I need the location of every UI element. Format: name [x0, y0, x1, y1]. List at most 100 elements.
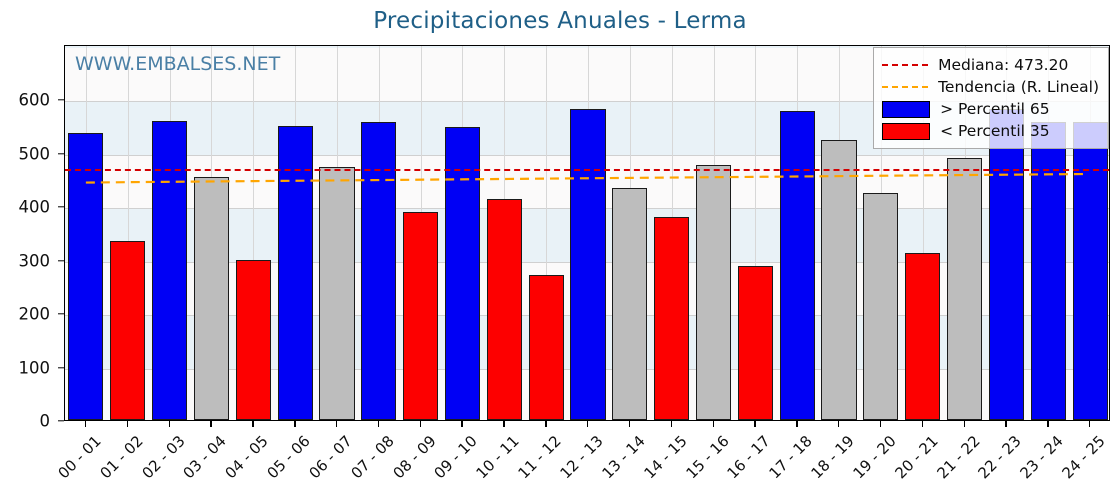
bar[interactable]	[654, 217, 689, 420]
bar[interactable]	[487, 199, 522, 420]
y-tick-label: 0	[40, 412, 51, 431]
x-tick-label: 01 - 02	[96, 432, 146, 482]
legend-item-label: Tendencia (R. Lineal)	[938, 78, 1099, 96]
x-tick-mark	[964, 421, 965, 427]
x-tick-mark	[545, 421, 546, 427]
y-tick-label: 400	[19, 198, 51, 217]
x-axis: 00 - 0101 - 0202 - 0303 - 0404 - 0505 - …	[64, 421, 1110, 500]
x-tick-mark	[420, 421, 421, 427]
x-tick-label: 22 - 23	[975, 432, 1025, 482]
percentil-high-swatch-icon	[882, 101, 930, 118]
y-tick-label: 600	[19, 91, 51, 110]
median-reference-line	[65, 169, 1109, 171]
x-tick-mark	[252, 421, 253, 427]
bar[interactable]	[821, 140, 856, 420]
x-tick-label: 05 - 06	[264, 432, 314, 482]
x-tick-mark	[378, 421, 379, 427]
plot-area: WWW.EMBALSES.NET Mediana: 473.20Tendenci…	[64, 45, 1110, 421]
x-tick-label: 19 - 20	[849, 432, 899, 482]
bar[interactable]	[905, 253, 940, 420]
y-axis: 0100200300400500600	[0, 45, 64, 421]
bar[interactable]	[863, 193, 898, 420]
x-tick-label: 04 - 05	[222, 432, 272, 482]
x-tick-mark	[503, 421, 504, 427]
bar[interactable]	[696, 165, 731, 420]
x-tick-label: 16 - 17	[724, 432, 774, 482]
x-tick-mark	[629, 421, 630, 427]
bar[interactable]	[738, 266, 773, 420]
bar[interactable]	[947, 158, 982, 420]
bar[interactable]	[612, 188, 647, 420]
x-tick-mark	[210, 421, 211, 427]
x-tick-label: 06 - 07	[305, 432, 355, 482]
x-tick-mark	[838, 421, 839, 427]
x-tick-mark	[922, 421, 923, 427]
bar[interactable]	[1073, 122, 1108, 420]
chart-legend[interactable]: Mediana: 473.20 Tendencia (R. Lineal) > Pe…	[873, 47, 1109, 149]
x-tick-mark	[336, 421, 337, 427]
x-tick-label: 12 - 13	[556, 432, 606, 482]
x-tick-label: 23 - 24	[1017, 432, 1067, 482]
x-tick-mark	[169, 421, 170, 427]
legend-item-label: < Percentil 35	[940, 122, 1050, 140]
legend-item[interactable]: Mediana: 473.20	[882, 54, 1099, 76]
bar[interactable]	[529, 275, 564, 420]
trend-dash-icon	[882, 80, 928, 94]
x-tick-label: 03 - 04	[180, 432, 230, 482]
x-tick-label: 20 - 21	[891, 432, 941, 482]
bar[interactable]	[570, 109, 605, 420]
bar[interactable]	[361, 122, 396, 420]
x-tick-mark	[1005, 421, 1006, 427]
bar[interactable]	[68, 133, 103, 420]
x-tick-label: 08 - 09	[389, 432, 439, 482]
x-tick-mark	[294, 421, 295, 427]
bar[interactable]	[319, 167, 354, 420]
bar[interactable]	[110, 241, 145, 420]
bar[interactable]	[780, 111, 815, 420]
median-dash-icon	[882, 58, 928, 72]
x-tick-mark	[754, 421, 755, 427]
y-tick-label: 300	[19, 251, 51, 270]
legend-item-label: > Percentil 65	[940, 100, 1050, 118]
bar[interactable]	[1031, 122, 1066, 420]
legend-item[interactable]: > Percentil 65	[882, 98, 1099, 120]
legend-item[interactable]: Tendencia (R. Lineal)	[882, 76, 1099, 98]
x-tick-mark	[1089, 421, 1090, 427]
bar[interactable]	[989, 109, 1024, 420]
bar[interactable]	[194, 177, 229, 420]
x-tick-mark	[85, 421, 86, 427]
x-tick-label: 24 - 25	[1059, 432, 1109, 482]
x-tick-label: 07 - 08	[347, 432, 397, 482]
x-tick-label: 15 - 16	[682, 432, 732, 482]
bar[interactable]	[403, 212, 438, 420]
x-tick-mark	[671, 421, 672, 427]
legend-item-label: Mediana: 473.20	[938, 56, 1068, 74]
x-tick-mark	[587, 421, 588, 427]
page-title: Precipitaciones Anuales - Lerma	[0, 8, 1120, 34]
x-tick-label: 11 - 12	[515, 432, 565, 482]
x-tick-label: 02 - 03	[138, 432, 188, 482]
y-tick-label: 200	[19, 305, 51, 324]
x-tick-label: 17 - 18	[766, 432, 816, 482]
y-tick-label: 500	[19, 144, 51, 163]
percentil-low-swatch-icon	[882, 123, 930, 140]
x-tick-mark	[1047, 421, 1048, 427]
bar[interactable]	[152, 121, 187, 420]
bar[interactable]	[445, 127, 480, 420]
x-tick-mark	[796, 421, 797, 427]
x-tick-label: 00 - 01	[54, 432, 104, 482]
x-tick-label: 09 - 10	[431, 432, 481, 482]
x-tick-label: 21 - 22	[933, 432, 983, 482]
y-tick-label: 100	[19, 358, 51, 377]
x-tick-label: 18 - 19	[807, 432, 857, 482]
x-tick-label: 10 - 11	[473, 432, 523, 482]
x-tick-mark	[127, 421, 128, 427]
x-tick-mark	[880, 421, 881, 427]
x-tick-mark	[713, 421, 714, 427]
x-tick-label: 14 - 15	[640, 432, 690, 482]
bar[interactable]	[236, 260, 271, 420]
chart-figure: Precipitaciones Anuales - Lerma 0 100 200 3…	[0, 0, 1120, 500]
x-tick-mark	[461, 421, 462, 427]
x-tick-label: 13 - 14	[598, 432, 648, 482]
legend-item[interactable]: < Percentil 35	[882, 120, 1099, 142]
